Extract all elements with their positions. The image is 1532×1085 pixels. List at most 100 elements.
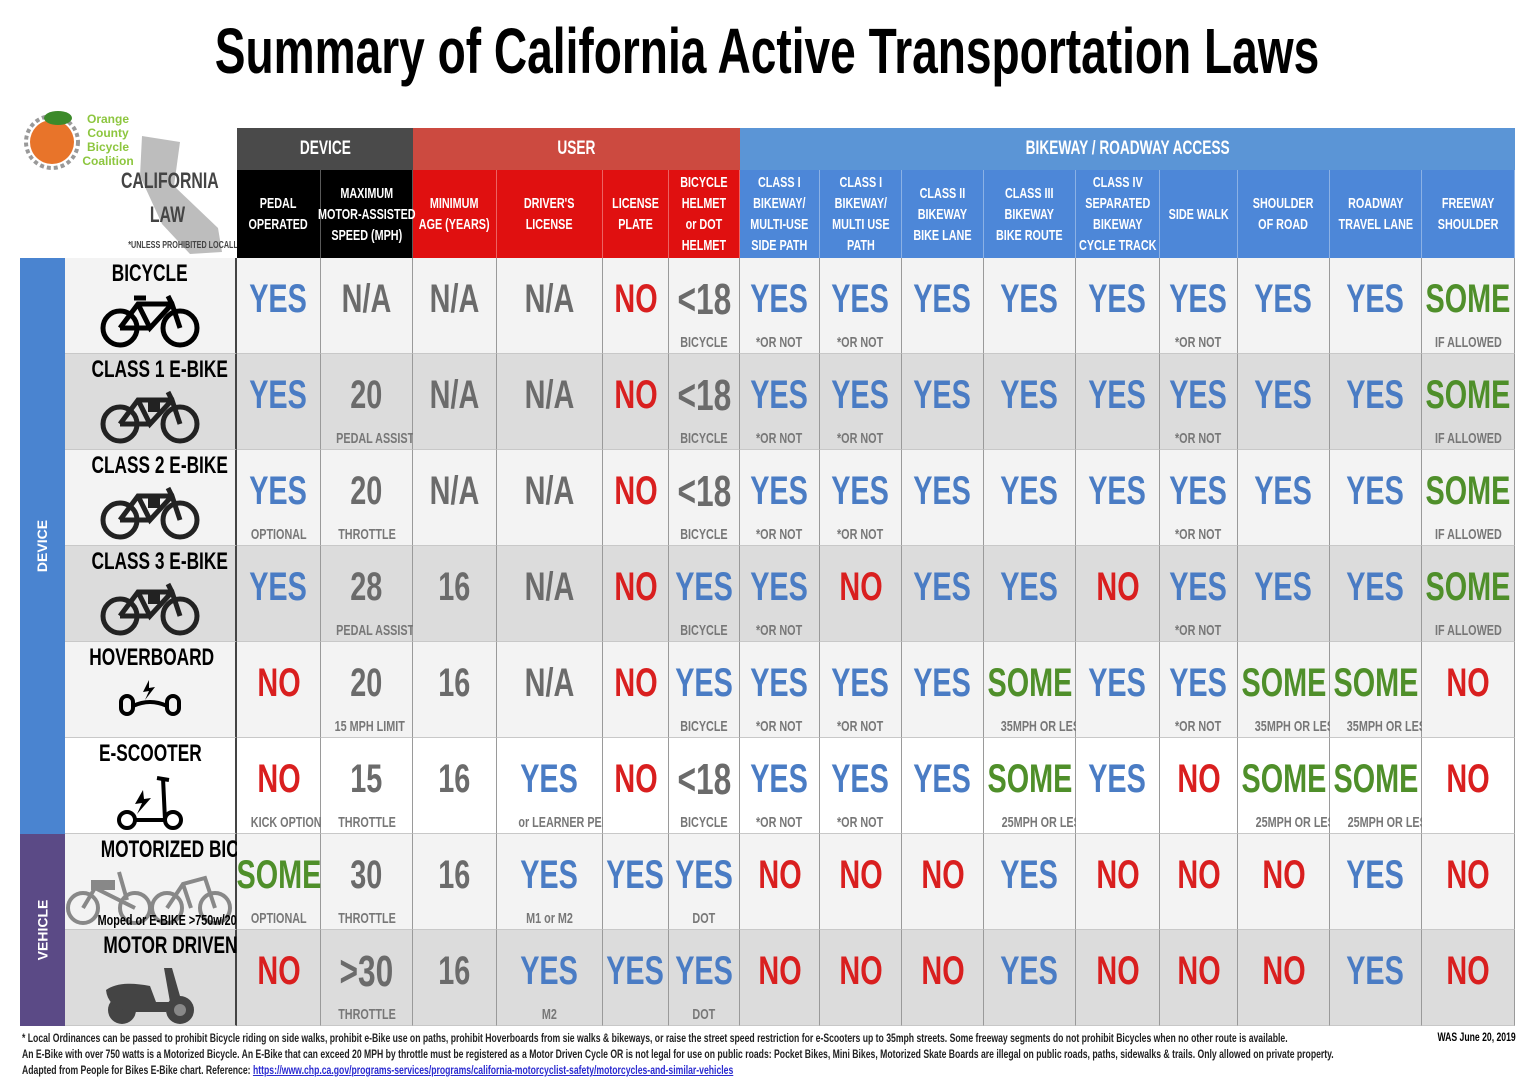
- table-cell: NO: [603, 546, 669, 642]
- footnote-3: Adapted from People for Bikes E-Bike cha…: [22, 1062, 1102, 1078]
- cell-value: YES: [750, 661, 809, 705]
- cell-value: <18: [677, 466, 731, 516]
- table-cell: YES: [1076, 450, 1160, 546]
- cell-value: YES: [249, 373, 308, 417]
- table-cell: NO: [820, 930, 902, 1026]
- cell-value: YES: [249, 565, 308, 609]
- column-header: CLASS I BIKEWAY/MULTI USE PATH: [820, 170, 902, 258]
- cell-note: OPTIONAL: [250, 910, 307, 927]
- cell-value: N/A: [429, 469, 480, 513]
- cell-value: SOME: [987, 661, 1072, 705]
- column-header: SHOULDER OF ROAD: [1238, 170, 1330, 258]
- group-header-label: BIKEWAY / ROADWAY ACCESS: [1025, 138, 1230, 159]
- group-header-label: USER: [557, 138, 596, 159]
- table-cell: <18 BICYCLE: [669, 258, 740, 354]
- cell-value: YES: [1254, 373, 1313, 417]
- column-header-label: BICYCLE HELMET or DOT HELMET: [680, 174, 728, 254]
- cell-note: DOT: [692, 910, 716, 927]
- device-row-header: CLASS 1 E-BIKE: [65, 354, 237, 450]
- table-cell: NO KICK OPTION: [237, 738, 322, 834]
- cell-value: YES: [249, 277, 308, 321]
- table-cell: NO: [237, 930, 321, 1026]
- column-header-label: SHOULDER OF ROAD: [1253, 195, 1314, 233]
- column-header-label: FREEWAY SHOULDER: [1437, 195, 1499, 233]
- cell-value: YES: [831, 757, 890, 801]
- cell-note: *OR NOT: [756, 526, 803, 543]
- cell-value: <18: [677, 370, 731, 420]
- footer-notes: * Local Ordinances can be passed to proh…: [22, 1030, 1522, 1078]
- cell-value: <18: [677, 754, 731, 804]
- table-cell: N/A: [321, 258, 413, 354]
- cell-value: N/A: [524, 661, 575, 705]
- logo-note: *UNLESS PROHIBITED LOCALLY: [128, 240, 242, 251]
- table-cell: <18 BICYCLE: [669, 738, 740, 834]
- table-cell: SOME IF ALLOWED: [1422, 258, 1515, 354]
- table-cell: NO: [603, 354, 669, 450]
- table-cell: YES *OR NOT: [740, 546, 820, 642]
- table-cell: YES *OR NOT: [1160, 354, 1238, 450]
- table-cell: >30 THROTTLE: [321, 930, 413, 1026]
- table-cell: YES *OR NOT: [820, 450, 902, 546]
- cell-note: or LEARNER PERMIT: [518, 814, 629, 831]
- table-cell: NO: [740, 834, 820, 930]
- column-header-label: SIDE WALK: [1168, 205, 1229, 223]
- cell-value: 16: [438, 949, 471, 993]
- cell-note: *OR NOT: [756, 814, 803, 831]
- table-cell: YES *OR NOT: [1160, 450, 1238, 546]
- cell-value: YES: [750, 277, 809, 321]
- cell-value: NO: [1446, 949, 1490, 993]
- cell-value: YES: [675, 853, 733, 897]
- cell-note: *OR NOT: [837, 814, 884, 831]
- device-row-header: MOTORIZED BICYCLE Moped or E-BIKE >750w/2…: [65, 834, 285, 930]
- column-header-label: DRIVER'S LICENSE: [524, 195, 575, 233]
- table-cell: YES: [902, 738, 984, 834]
- cell-value: YES: [1000, 373, 1059, 417]
- cell-value: YES: [1346, 469, 1405, 513]
- cell-value: YES: [520, 949, 579, 993]
- cell-value: 15: [350, 757, 383, 801]
- column-header-label: PEDAL OPERATED: [248, 195, 309, 233]
- table-cell: YES: [237, 354, 321, 450]
- cell-note: M2: [541, 1006, 558, 1023]
- laws-table: DEVICE USER BIKEWAY / ROADWAY ACCESS PEDAL O…: [20, 128, 1515, 1026]
- table-cell: 16: [413, 834, 497, 930]
- cell-note: 15 MPH LIMIT: [334, 718, 405, 735]
- cell-note: 35MPH OR LESS: [1000, 718, 1088, 735]
- table-cell: 28 PEDAL ASSIST: [321, 546, 414, 642]
- cell-value: YES: [1169, 373, 1228, 417]
- table-cell: N/A: [497, 546, 603, 642]
- reference-link[interactable]: https://www.chp.ca.gov/programs-services…: [252, 1063, 734, 1077]
- cell-value: NO: [613, 469, 658, 513]
- group-header-label: DEVICE: [299, 138, 351, 159]
- cell-value: NO: [920, 949, 965, 993]
- cell-value: YES: [831, 469, 890, 513]
- table-cell: YES: [1330, 258, 1422, 354]
- table-cell: NO: [603, 258, 669, 354]
- cell-note: *OR NOT: [1175, 334, 1222, 351]
- table-cell: N/A: [497, 354, 603, 450]
- cell-value: YES: [1346, 949, 1405, 993]
- cell-value: NO: [1095, 565, 1140, 609]
- cell-value: YES: [520, 757, 579, 801]
- column-header: CLASS III BIKEWAY BIKE ROUTE: [984, 170, 1076, 258]
- cell-value: 28: [350, 565, 383, 609]
- cell-value: NO: [1261, 949, 1306, 993]
- cell-value: YES: [913, 565, 972, 609]
- cell-note: 25MPH OR LESS*: [1001, 814, 1093, 831]
- column-header-label: CLASS I BIKEWAY/MULTI USE PATH: [831, 174, 890, 254]
- column-header-label: CLASS I BIKEWAY/MULTI-USE SIDE PATH: [750, 174, 809, 254]
- cell-value: NO: [1446, 661, 1490, 705]
- table-cell: YES: [237, 258, 321, 354]
- cell-value: NO: [1176, 853, 1221, 897]
- cell-note: *OR NOT: [837, 334, 884, 351]
- table-cell: NO: [1238, 834, 1330, 930]
- cell-value: YES: [1000, 277, 1059, 321]
- table-cell: YES BICYCLE: [669, 642, 740, 738]
- table-cell: NO: [902, 930, 984, 1026]
- cell-note: OPTIONAL: [250, 526, 307, 543]
- table-cell: YES or LEARNER PERMIT: [497, 738, 628, 834]
- column-header-label: MAXIMUM MOTOR-ASSISTED SPEED (MPH): [317, 184, 416, 244]
- cell-note: IF ALLOWED: [1434, 334, 1502, 351]
- cell-value: N/A: [524, 277, 575, 321]
- table-cell: YES: [1238, 450, 1330, 546]
